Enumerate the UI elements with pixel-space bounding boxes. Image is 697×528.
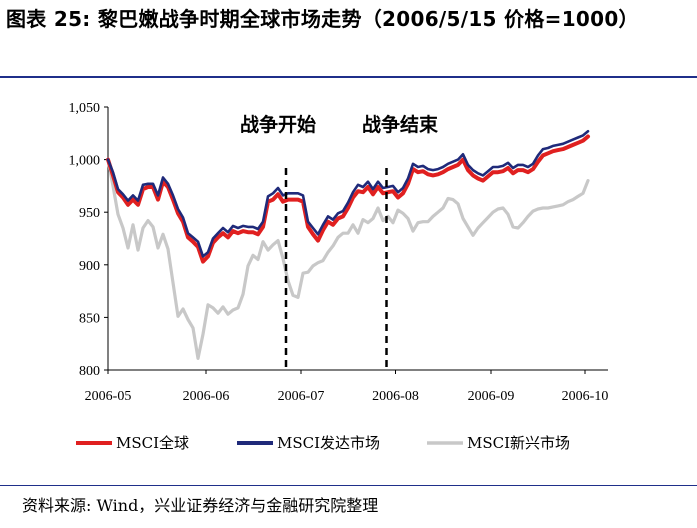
legend-label: MSCI新兴市场 <box>467 434 570 452</box>
x-tick-label: 2006-08 <box>372 389 419 404</box>
series-line-1 <box>106 129 590 258</box>
x-tick-label: 2006-05 <box>85 389 132 404</box>
legend-label: MSCI发达市场 <box>277 434 380 452</box>
legend-label: MSCI全球 <box>116 434 189 452</box>
legend: MSCI全球 MSCI发达市场 MSCI新兴市场 <box>76 434 570 452</box>
x-tick-label: 2006-09 <box>468 389 515 404</box>
event-label: 战争开始 <box>240 113 316 136</box>
y-tick-label: 900 <box>79 259 100 274</box>
y-tick-label: 950 <box>79 206 100 221</box>
source-rule <box>0 485 697 486</box>
series-layer <box>106 129 590 360</box>
y-tick-label: 1,000 <box>69 154 101 169</box>
chart-title: 图表 25: 黎巴嫩战争时期全球市场走势（2006/5/15 价格=1000） <box>6 7 639 31</box>
title-rule <box>0 76 697 78</box>
source-note: 资料来源: Wind，兴业证券经济与金融研究院整理 <box>22 496 379 515</box>
x-tick-label: 2006-06 <box>183 389 230 404</box>
y-tick-label: 800 <box>79 364 100 379</box>
y-tick-label: 850 <box>79 311 100 326</box>
series-line-2 <box>106 158 590 360</box>
x-axis: 2006-05 2006-06 2006-07 2006-08 2006-09 2006-… <box>85 369 609 404</box>
y-axis: 800 850 900 950 1,000 1,050 <box>69 101 109 379</box>
annotation-layer: 战争开始 战争结束 <box>240 113 439 370</box>
y-tick-label: 1,050 <box>69 101 101 116</box>
x-tick-label: 2006-07 <box>278 389 325 404</box>
event-label: 战争结束 <box>362 113 439 136</box>
series-line-0 <box>106 134 590 264</box>
x-tick-label: 2006-10 <box>562 389 609 404</box>
